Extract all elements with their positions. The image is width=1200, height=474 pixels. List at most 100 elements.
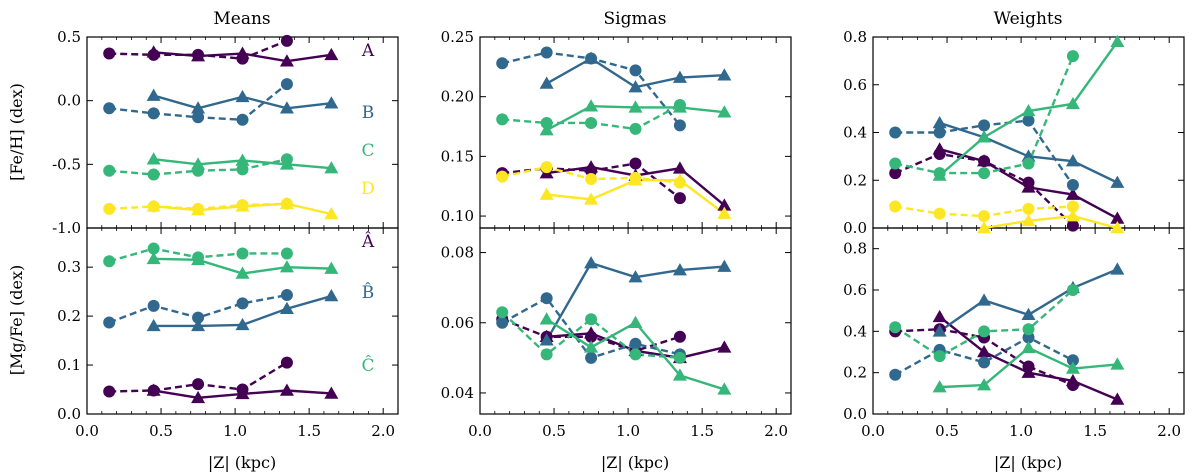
series-label-d: D: [361, 179, 375, 199]
series-c-hat-circle-point: [933, 350, 946, 363]
series-d-circle-point: [933, 207, 946, 220]
series-b-hat-circle-point: [192, 311, 205, 324]
y-tick-label: 0.4: [843, 124, 867, 142]
series-c-hat-triangle-point: [717, 382, 732, 395]
series-b-hat-circle-point: [496, 316, 509, 329]
series-c-hat-triangle-point: [146, 251, 161, 265]
series-c-circle-point: [585, 116, 598, 129]
x-tick-label: 0.0: [75, 422, 99, 440]
series-a-triangle-point: [279, 54, 294, 67]
series-c-hat-triangle-point: [539, 312, 554, 325]
series-c-hat-triangle-point: [324, 261, 339, 274]
series-b-hat-circle-point: [978, 356, 991, 369]
series-a-hat-triangle-point: [584, 326, 599, 339]
series-c-triangle-point: [584, 99, 599, 112]
series-c-triangle-point: [1065, 96, 1080, 110]
series-a-circle-point: [280, 34, 293, 47]
y-tick-label: 0.0: [843, 219, 867, 237]
series-b-hat-circle-point: [540, 292, 553, 305]
series-b-triangle-point: [235, 89, 250, 103]
series-d-circle-point: [103, 202, 116, 215]
series-a-triangle-point: [235, 46, 250, 59]
series-c-circle-point: [1066, 50, 1079, 63]
series-c-triangle-point: [628, 100, 643, 113]
series-b-hat-circle-point: [147, 299, 160, 312]
series-a-triangle-point: [191, 49, 206, 62]
series-a-hat-triangle-point: [324, 386, 339, 399]
y-tick-label: 0.2: [843, 364, 867, 382]
series-a-circle-point: [673, 192, 686, 205]
series-a-hat-circle-point: [673, 330, 686, 343]
series-c-hat-circle-point: [585, 313, 598, 326]
y-tick-label: 0.0: [57, 405, 81, 423]
series-b-hat-triangle-point: [628, 270, 643, 283]
series-a-hat-triangle-point: [717, 340, 732, 353]
series-a-triangle-point: [932, 142, 947, 155]
series-d-circle-point: [585, 173, 598, 186]
series-b-hat-triangle-point: [324, 289, 339, 302]
series-b-hat-circle-point: [103, 316, 116, 329]
series-label-b-hat: B̂: [362, 283, 375, 303]
series-lines: [108, 39, 1119, 401]
series-a-triangle-point: [1065, 187, 1080, 200]
series-c-hat-triangle-point: [1110, 357, 1125, 370]
series-b-triangle-point: [539, 76, 554, 89]
series-d-triangle-point: [977, 221, 992, 234]
series-c-hat-circle-point: [496, 306, 509, 319]
series-label-b: B: [362, 103, 375, 123]
series-c-triangle-point: [1021, 104, 1036, 117]
series-d-triangle-point: [1021, 213, 1036, 227]
series-b-hat-triangle-point: [1021, 307, 1036, 321]
x-tick-label: 0.5: [935, 422, 959, 440]
series-c-circle-point: [236, 163, 249, 176]
series-a-hat-triangle-point: [146, 383, 161, 396]
series-c-triangle-point: [717, 105, 732, 118]
series-b-circle-point: [933, 126, 946, 139]
y-tick-label: -0.5: [52, 155, 81, 173]
series-a-triangle-point: [717, 198, 732, 211]
series-a-hat-triangle-point: [191, 390, 206, 404]
series-c-triangle-point: [279, 157, 294, 170]
series-d-triangle-point: [146, 199, 161, 212]
series-a-circle-point: [1066, 219, 1079, 232]
series-b-triangle-point: [628, 80, 643, 93]
series-c-circle-point: [889, 157, 902, 170]
series-c-hat-circle-point: [889, 321, 902, 334]
series-b-triangle-point: [584, 51, 599, 64]
series-b-triangle-point: [146, 88, 161, 101]
series-b-triangle-point: [932, 115, 947, 129]
series-a-circle-point: [629, 157, 642, 170]
series-c-circle-point: [147, 168, 160, 181]
panel-frame-4: [479, 227, 792, 415]
series-b-hat-triangle-point: [235, 317, 250, 331]
y-tick-label: 0.10: [441, 207, 474, 225]
series-label-c-hat: Ĉ: [361, 355, 374, 376]
series-b-hat-circle-point: [585, 351, 598, 364]
series-c-hat-triangle-point: [1021, 340, 1036, 354]
series-a-hat-triangle-point: [1110, 392, 1125, 405]
x-tick-label: 1.0: [616, 422, 640, 440]
series-b-hat-triangle-point: [672, 263, 687, 276]
series-a-hat-circle-point: [280, 356, 293, 369]
series-b-circle-point: [629, 64, 642, 77]
series-c-circle-point: [978, 167, 991, 180]
xlabel-left: |Z| (kpc): [208, 453, 276, 472]
series-b-hat-triangle-point: [584, 256, 599, 269]
series-b-circle-point: [147, 107, 160, 120]
series-b-hat-circle-point: [629, 337, 642, 350]
series-b-hat-circle-point: [280, 289, 293, 302]
series-a-triangle-point: [1110, 211, 1125, 224]
series-b-circle-point: [540, 46, 553, 59]
series-b-hat-circle-point: [1022, 331, 1035, 344]
series-b-circle-point: [192, 111, 205, 124]
series-b-triangle-point: [1065, 154, 1080, 167]
x-tick-label: 2.0: [371, 422, 395, 440]
series-a-hat-triangle-point: [932, 309, 947, 323]
series-label-a: A: [361, 41, 375, 61]
x-tick-label: 0.0: [468, 422, 492, 440]
series-c-hat-circle-point: [236, 247, 249, 260]
series-b-triangle-point: [324, 96, 339, 109]
y-tick-label: 0.0: [57, 92, 81, 110]
series-b-hat-circle-point: [1066, 354, 1079, 367]
series-b-hat-triangle-point: [932, 324, 947, 337]
